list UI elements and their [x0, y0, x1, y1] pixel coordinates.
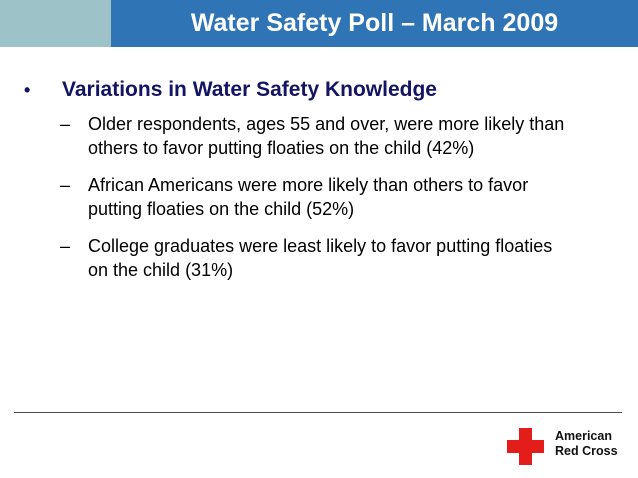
logo-line-2: Red Cross [555, 444, 618, 458]
logo-wordmark: American Red Cross [555, 429, 618, 459]
dash-marker: – [60, 114, 71, 134]
sub-bullet-text: African Americans were more likely than … [88, 175, 529, 219]
dash-marker: – [60, 175, 71, 195]
sub-bullet-item: – African Americans were more likely tha… [60, 173, 614, 221]
slide-title: Water Safety Poll – March 2009 [190, 9, 559, 37]
sub-bullet-item: – College graduates were least likely to… [60, 234, 614, 282]
red-cross-logo: American Red Cross [507, 426, 627, 466]
header-accent-block [0, 0, 111, 47]
sub-bullet-text: College graduates were least likely to f… [88, 236, 553, 280]
sub-bullet-list: – Older respondents, ages 55 and over, w… [24, 112, 614, 282]
dash-marker: – [60, 236, 71, 256]
sub-bullet-text: Older respondents, ages 55 and over, wer… [88, 114, 565, 158]
slide-content: • Variations in Water Safety Knowledge –… [24, 78, 614, 295]
bullet-marker: • [24, 80, 31, 100]
red-cross-icon [507, 428, 544, 465]
logo-line-1: American [555, 429, 612, 443]
slide-header: Water Safety Poll – March 2009 [0, 0, 638, 47]
footer-divider [14, 412, 622, 413]
main-bullet: • Variations in Water Safety Knowledge [24, 78, 614, 102]
sub-bullet-item: – Older respondents, ages 55 and over, w… [60, 112, 614, 160]
header-bar [111, 0, 638, 47]
main-bullet-text: Variations in Water Safety Knowledge [62, 78, 437, 101]
